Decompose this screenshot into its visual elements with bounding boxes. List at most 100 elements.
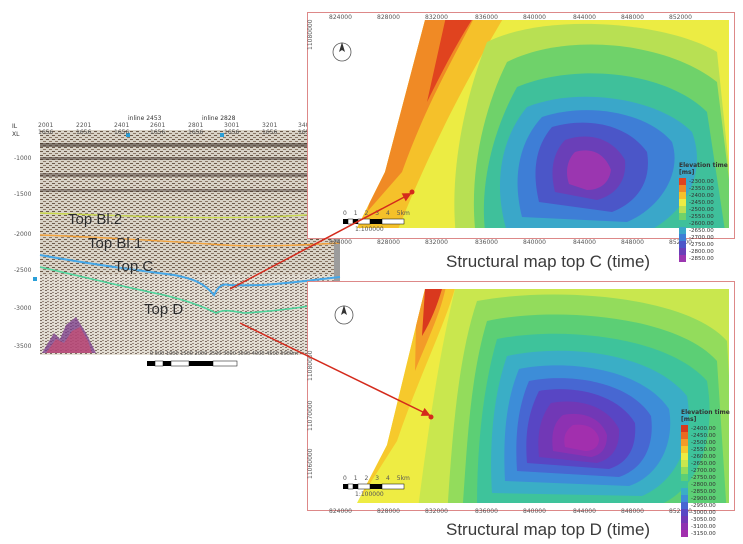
- map-bottom-legend-swatch: [681, 467, 688, 474]
- map-top-contour-map: [332, 20, 729, 228]
- map-bottom-legend-row: -3000.00: [681, 509, 737, 516]
- map-top-xtick-8: 852000: [669, 14, 692, 21]
- map-bottom-caption: Structural map top D (time): [446, 520, 651, 539]
- map-top-scale-numbers: 0 1 2 3 4 5km: [343, 210, 410, 217]
- map-top-legend-swatch: [679, 192, 686, 199]
- map-top-xtick-bottom-7: 848000: [621, 239, 644, 246]
- map-top-xtick-bottom-3: 832000: [425, 239, 448, 246]
- map-bottom-legend-row: -3050.00: [681, 516, 737, 523]
- map-bottom-scale-numbers: 0 1 2 3 4 5km: [343, 475, 410, 482]
- map-bottom-legend-swatch: [681, 516, 688, 523]
- map-top-legend-swatch: [679, 185, 686, 192]
- map-bottom-legend-row: -2700.00: [681, 467, 737, 474]
- map-bottom-legend-swatch: [681, 495, 688, 502]
- map-top-xtick-6: 844000: [573, 14, 596, 21]
- depth-tick-2500: -2500: [14, 267, 32, 274]
- map-top-legend-row: -2550.00: [679, 213, 737, 220]
- map-bottom-legend-row: -2800.00: [681, 481, 737, 488]
- map-top-xtick-1: 824000: [329, 14, 352, 21]
- map-top-legend-value: -2450.00: [689, 199, 714, 206]
- map-bottom-legend-title: Elevation time [ms]: [681, 409, 730, 423]
- map-top-legend-value: -2800.00: [689, 248, 714, 255]
- map-bottom-legend-swatch: [681, 453, 688, 460]
- map-top-legend-value: -2850.00: [689, 255, 714, 262]
- map-bottom-xtick-8: 852000: [669, 508, 692, 515]
- horizon-label-top-bl2: Top Bl.2: [68, 211, 123, 228]
- map-bottom-legend-swatch: [681, 439, 688, 446]
- map-bottom-legend-swatch: [681, 432, 688, 439]
- map-top-scale-ratio: 1:100000: [355, 226, 384, 233]
- depth-tick-1500: -1500: [14, 191, 32, 198]
- top-tick-6: 3001 1656: [224, 122, 240, 136]
- map-bottom-legend-row: -2400.00: [681, 425, 737, 432]
- depth-tick-2000: -2000: [14, 231, 32, 238]
- map-top-caption: Structural map top C (time): [446, 252, 651, 271]
- map-bottom-ytick-2: 11070000: [307, 400, 314, 431]
- map-bottom-panel: 11080000 11070000 11060000 824000 828000…: [307, 281, 737, 537]
- map-top-legend-row: -2750.00: [679, 241, 737, 248]
- map-top-legend-value: -2750.00: [689, 241, 714, 248]
- map-bottom-legend-row: -2550.00: [681, 446, 737, 453]
- map-top-panel: 824000 828000 832000 836000 840000 84400…: [307, 12, 737, 262]
- map-bottom-ytick-3: 11060000: [307, 448, 314, 479]
- map-bottom-legend-value: -2450.00: [691, 432, 716, 439]
- map-top-legend-row: -2850.00: [679, 255, 737, 262]
- map-top-legend-row: -2700.00: [679, 234, 737, 241]
- map-bottom-legend-value: -2750.00: [691, 474, 716, 481]
- top-tick-8: 3401 1656: [298, 122, 314, 136]
- map-bottom-legend-value: -3000.00: [691, 509, 716, 516]
- seismic-scale-text: 0 500 1000 1500 2000 2500 3000 3500 4000…: [150, 351, 299, 357]
- map-top-xtick-bottom-5: 840000: [523, 239, 546, 246]
- map-bottom-legend-row: -2650.00: [681, 460, 737, 467]
- map-top-xtick-2: 828000: [377, 14, 400, 21]
- map-top-legend-swatch: [679, 248, 686, 255]
- map-bottom-legend-swatch: [681, 488, 688, 495]
- map-top-legend-value: -2600.00: [689, 220, 714, 227]
- map-top-legend-row: -2450.00: [679, 199, 737, 206]
- map-top-legend-swatch: [679, 234, 686, 241]
- map-bottom-scale-ratio: 1:100000: [355, 491, 384, 498]
- map-bottom-legend-swatch: [681, 523, 688, 530]
- map-top-legend-row: -2500.00: [679, 206, 737, 213]
- map-bottom-legend-swatch: [681, 481, 688, 488]
- map-bottom-legend-value: -3050.00: [691, 516, 716, 523]
- depth-tick-3000: -3000: [14, 305, 32, 312]
- map-top-legend-value: -2650.00: [689, 227, 714, 234]
- map-bottom-legend-row: -2450.00: [681, 432, 737, 439]
- map-bottom-xtick-7: 848000: [621, 508, 644, 515]
- map-bottom-legend-value: -2600.00: [691, 453, 716, 460]
- map-top-xtick-bottom-1: 824000: [329, 239, 352, 246]
- map-top-legend-swatch: [679, 255, 686, 262]
- map-bottom-xtick-5: 840000: [523, 508, 546, 515]
- map-bottom-legend-value: -2950.00: [691, 502, 716, 509]
- map-top-legend-row: -2400.00: [679, 192, 737, 199]
- map-top-legend-swatch: [679, 178, 686, 185]
- map-bottom-legend-row: -3150.00: [681, 530, 737, 537]
- top-tick-4: 2601 1656: [150, 122, 166, 136]
- map-bottom-legend-swatch: [681, 446, 688, 453]
- map-bottom-legend-row: -2500.00: [681, 439, 737, 446]
- map-bottom-legend-value: -2800.00: [691, 481, 716, 488]
- map-top-legend-value: -2300.00: [689, 178, 714, 185]
- map-bottom-legend-value: -2650.00: [691, 460, 716, 467]
- map-top-legend-swatch: [679, 241, 686, 248]
- map-top-legend-row: -2800.00: [679, 248, 737, 255]
- depth-tick-1000: -1000: [14, 155, 32, 162]
- horizon-label-top-bl1: Top Bl.1: [88, 235, 143, 252]
- map-top-legend-value: -2700.00: [689, 234, 714, 241]
- map-top-xtick-3: 832000: [425, 14, 448, 21]
- map-top-legend-row: -2650.00: [679, 227, 737, 234]
- map-bottom-legend-value: -2900.00: [691, 495, 716, 502]
- map-bottom-legend-value: -3150.00: [691, 530, 716, 537]
- map-bottom-legend-value: -2850.00: [691, 488, 716, 495]
- map-top-legend-value: -2400.00: [689, 192, 714, 199]
- map-bottom-legend-row: -2950.00: [681, 502, 737, 509]
- map-bottom-xtick-4: 836000: [475, 508, 498, 515]
- map-bottom-xtick-6: 844000: [573, 508, 596, 515]
- map-top-legend-value: -2500.00: [689, 206, 714, 213]
- inline-marker-2: inline 2828: [202, 115, 236, 122]
- seismic-scale-bar: [147, 360, 238, 367]
- map-bottom-scale-bar: [343, 483, 405, 490]
- depth-tick-3500: -3500: [14, 343, 32, 350]
- map-top-xtick-4: 836000: [475, 14, 498, 21]
